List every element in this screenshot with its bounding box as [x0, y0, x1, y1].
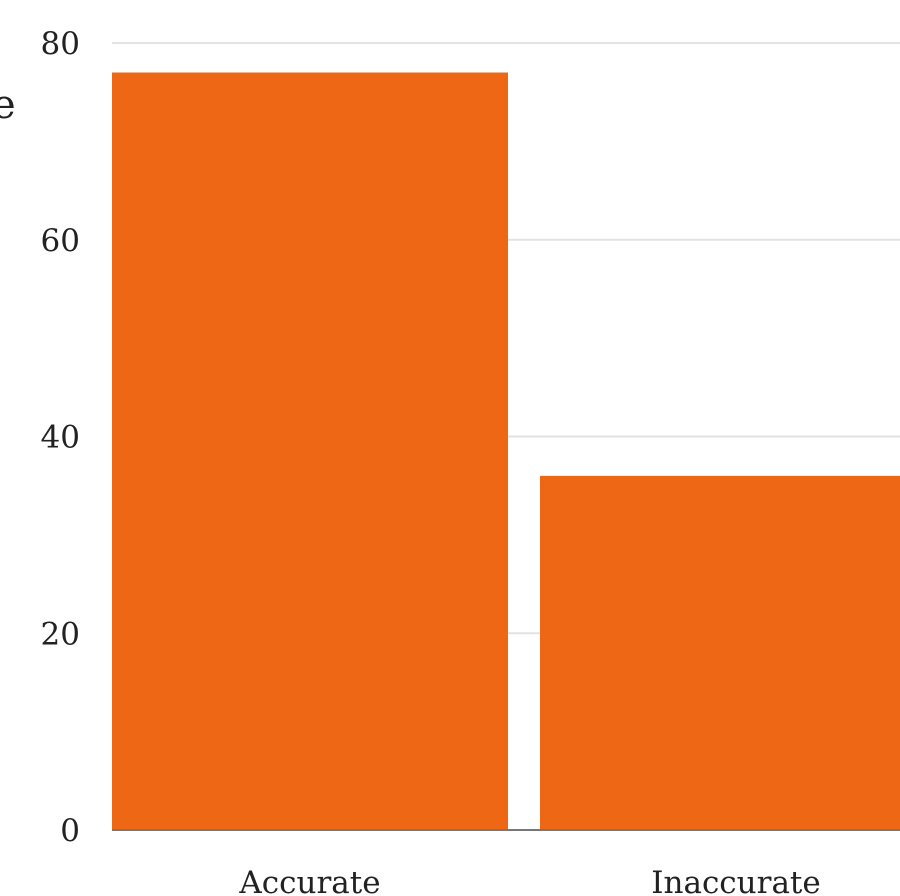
y-tick-label: 0	[60, 813, 80, 849]
y-tick-label: 40	[41, 420, 80, 456]
y-tick-label: 80	[41, 26, 80, 62]
x-category-label: Inaccurate	[651, 865, 821, 896]
clipped-axis-title-fragment: e	[0, 82, 16, 128]
bar-accurate	[112, 72, 508, 830]
y-tick-label: 20	[41, 616, 80, 652]
y-tick-labels: 0 20 40 60 80	[41, 26, 80, 849]
y-tick-label: 60	[41, 223, 80, 259]
bars	[112, 72, 900, 830]
bar-inaccurate	[540, 475, 900, 830]
x-category-labels: Accurate Inaccurate	[238, 865, 820, 896]
x-category-label: Accurate	[238, 865, 380, 896]
